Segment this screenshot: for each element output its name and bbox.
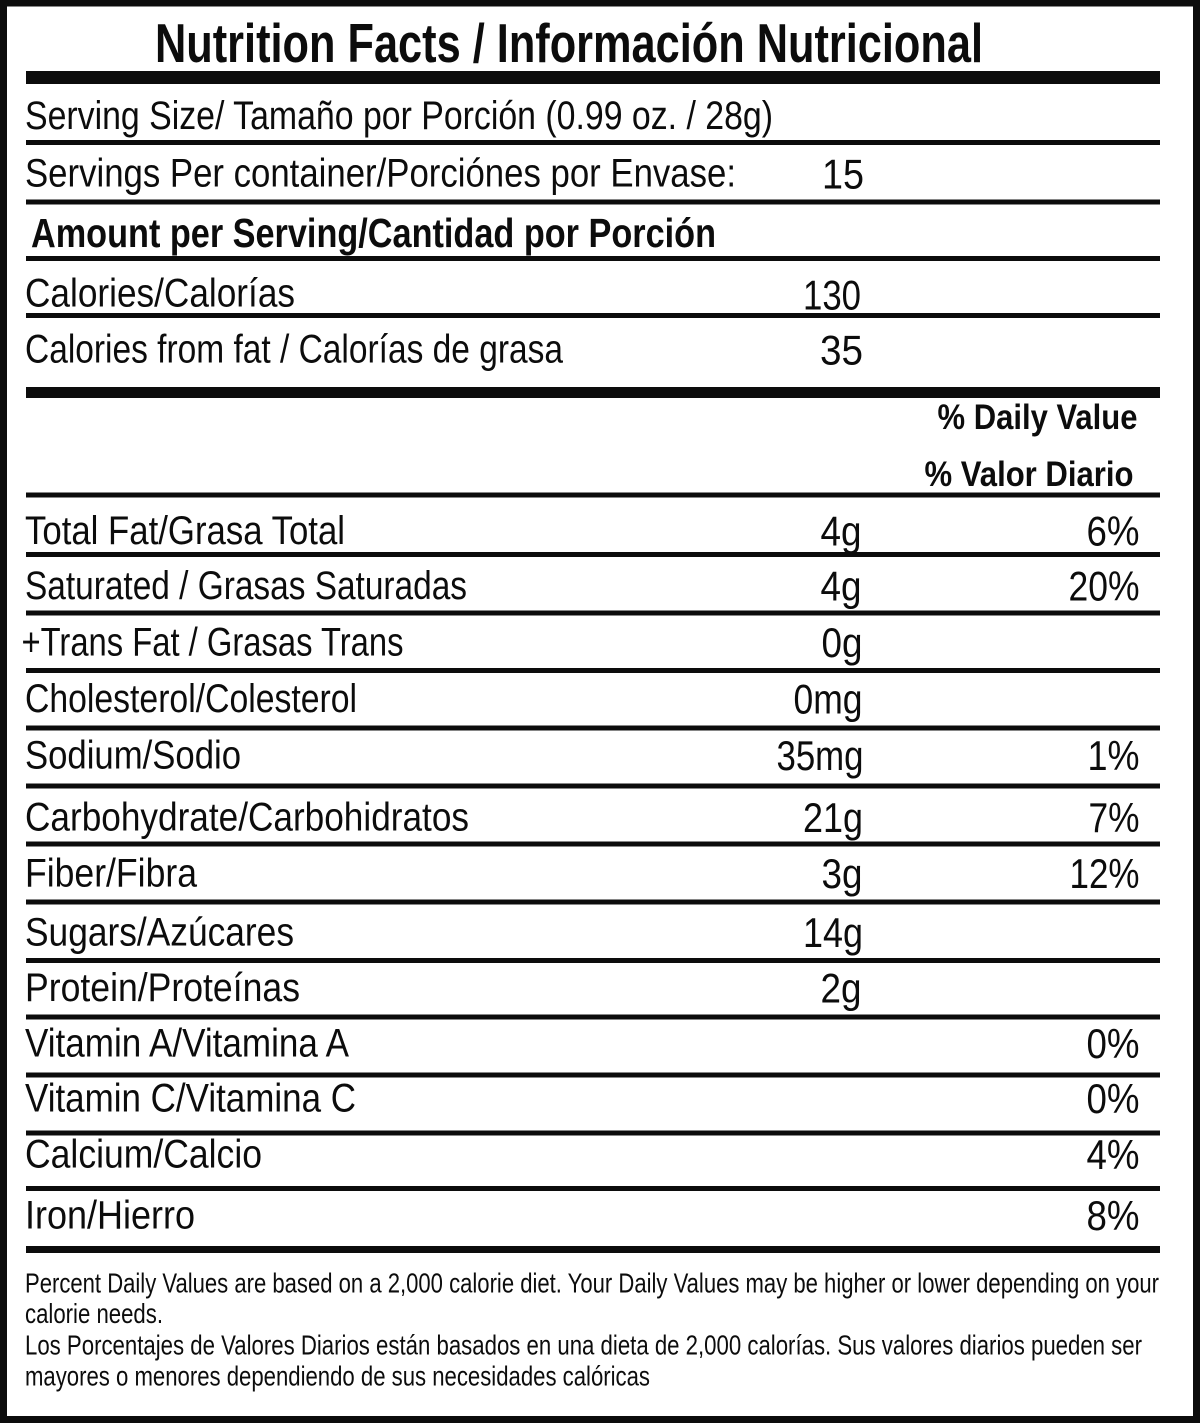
svg-text:Percent Daily Values are based: Percent Daily Values are based on a 2,00… (25, 1268, 1159, 1299)
svg-text:2g: 2g (821, 965, 862, 1012)
svg-text:21g: 21g (803, 794, 863, 841)
svg-text:130: 130 (803, 272, 861, 319)
svg-text:Vitamin A/Vitamina A: Vitamin A/Vitamina A (25, 1022, 349, 1066)
svg-text:0%: 0% (1087, 1075, 1140, 1122)
svg-text:4%: 4% (1087, 1131, 1140, 1178)
svg-text:Los Porcentajes de Valores Dia: Los Porcentajes de Valores Diarios están… (25, 1330, 1142, 1361)
svg-text:calorie needs.: calorie needs. (25, 1298, 163, 1329)
svg-text:Calcium/Calcio: Calcium/Calcio (25, 1133, 262, 1177)
svg-text:4g: 4g (821, 563, 862, 610)
svg-text:Servings Per container/Porción: Servings Per container/Porciónes por Env… (25, 152, 736, 196)
svg-text:Iron/Hierro: Iron/Hierro (25, 1194, 195, 1238)
svg-text:0mg: 0mg (794, 676, 863, 723)
svg-text:35mg: 35mg (777, 732, 864, 779)
svg-text:0g: 0g (822, 619, 863, 666)
svg-text:% Daily Value: % Daily Value (938, 398, 1138, 437)
svg-text:35: 35 (820, 327, 863, 374)
svg-text:Protein/Proteínas: Protein/Proteínas (25, 966, 300, 1010)
svg-text:6%: 6% (1087, 508, 1140, 555)
svg-text:7%: 7% (1089, 794, 1140, 841)
svg-text:Saturated / Grasas Saturadas: Saturated / Grasas Saturadas (25, 564, 467, 608)
svg-text:3g: 3g (822, 850, 863, 897)
svg-text:8%: 8% (1087, 1192, 1140, 1239)
svg-text:1%: 1% (1088, 732, 1140, 779)
svg-text:mayores o menores dependiendo: mayores o menores dependiendo de sus nec… (25, 1361, 650, 1392)
svg-text:20%: 20% (1069, 563, 1140, 610)
svg-text:14g: 14g (803, 909, 863, 956)
svg-text:Total Fat/Grasa Total: Total Fat/Grasa Total (25, 509, 345, 553)
svg-text:Amount per Serving/Cantidad po: Amount per Serving/Cantidad por Porción (31, 210, 716, 256)
svg-text:4g: 4g (821, 508, 862, 555)
svg-text:12%: 12% (1070, 850, 1140, 897)
svg-text:Sugars/Azúcares: Sugars/Azúcares (25, 911, 294, 955)
svg-text:Sodium/Sodio: Sodium/Sodio (25, 734, 241, 778)
svg-text:15: 15 (822, 151, 864, 198)
svg-text:Carbohydrate/Carbohidratos: Carbohydrate/Carbohidratos (25, 796, 469, 840)
svg-text:0%: 0% (1087, 1020, 1140, 1067)
svg-text:+Trans Fat / Grasas Trans: +Trans Fat / Grasas Trans (22, 621, 404, 665)
svg-text:Serving Size/ Tamaño por Porci: Serving Size/ Tamaño por Porción (0.99 o… (25, 94, 773, 138)
svg-text:% Valor Diario: % Valor Diario (925, 455, 1134, 494)
svg-text:Vitamin C/Vitamina C: Vitamin C/Vitamina C (25, 1077, 356, 1121)
svg-text:Cholesterol/Colesterol: Cholesterol/Colesterol (25, 677, 357, 721)
svg-text:Nutrition Facts / Información: Nutrition Facts / Información Nutriciona… (155, 12, 983, 74)
svg-text:Calories/Calorías: Calories/Calorías (25, 272, 295, 316)
svg-text:Fiber/Fibra: Fiber/Fibra (25, 852, 198, 896)
svg-text:Calories from fat / Calorías d: Calories from fat / Calorías de grasa (25, 328, 564, 372)
